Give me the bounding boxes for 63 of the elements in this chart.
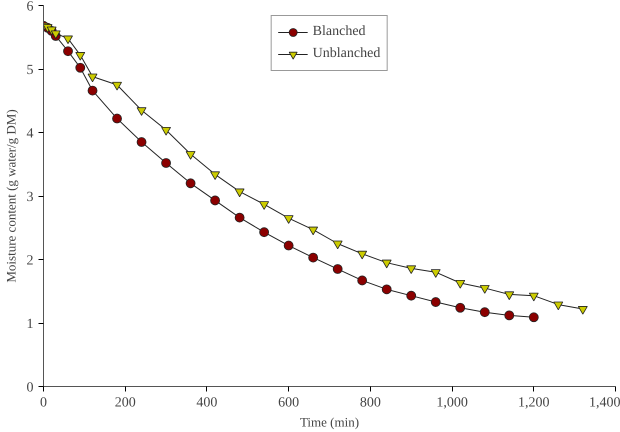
point — [332, 240, 343, 250]
point — [480, 285, 490, 294]
point — [75, 62, 86, 73]
point — [186, 178, 196, 188]
point — [161, 158, 171, 168]
x-tick-label: 0 — [40, 396, 47, 410]
x-tick-label: 1,000 — [436, 396, 468, 410]
point — [210, 171, 220, 180]
point — [430, 269, 441, 278]
y-tick-label: 4 — [26, 126, 34, 142]
y-tick-label: 6 — [26, 0, 34, 14]
point — [528, 312, 539, 322]
point — [63, 46, 73, 56]
point — [284, 215, 294, 224]
point — [234, 212, 245, 222]
x-tick-label: 1,400 — [589, 396, 620, 410]
point — [406, 290, 416, 301]
point — [553, 302, 564, 310]
point — [382, 284, 392, 294]
legend-label: Unblanched — [312, 46, 380, 62]
legend-label: Blanched — [312, 24, 366, 40]
point — [308, 226, 318, 236]
point — [357, 276, 368, 286]
y-tick-label: 3 — [26, 190, 34, 205]
y-tick-label: 5 — [26, 63, 34, 78]
point — [357, 250, 368, 260]
y-axis-title: Moisture content (g water/g DM) — [4, 109, 18, 283]
x-tick-label: 1,200 — [518, 396, 550, 410]
y-tick-label: 1 — [26, 317, 34, 332]
y-tick-label: 0 — [26, 380, 34, 396]
x-tick-label: 400 — [196, 396, 218, 410]
x-axis-title: Time (min) — [300, 414, 360, 430]
point — [578, 306, 588, 315]
point — [455, 302, 466, 313]
y-tick-label: 2 — [26, 254, 34, 268]
point — [430, 297, 441, 307]
point — [75, 52, 86, 61]
point — [88, 86, 98, 96]
point — [308, 252, 318, 262]
point — [88, 74, 98, 82]
point — [528, 292, 539, 302]
point — [161, 126, 171, 136]
point — [480, 307, 490, 318]
point — [504, 310, 514, 320]
point — [186, 151, 196, 160]
point — [136, 137, 146, 147]
point — [210, 196, 220, 206]
point — [234, 188, 245, 198]
point — [112, 82, 122, 90]
x-tick-label: 800 — [360, 396, 381, 410]
point — [136, 107, 146, 116]
point — [259, 227, 270, 238]
x-tick-label: 600 — [278, 396, 300, 410]
point — [259, 201, 270, 210]
point — [63, 36, 73, 44]
point — [504, 291, 514, 300]
point — [382, 260, 392, 268]
point — [406, 265, 416, 274]
point — [112, 114, 122, 124]
x-tick-label: 200 — [114, 396, 136, 410]
point — [332, 264, 343, 274]
point — [455, 280, 466, 289]
point — [284, 240, 294, 250]
